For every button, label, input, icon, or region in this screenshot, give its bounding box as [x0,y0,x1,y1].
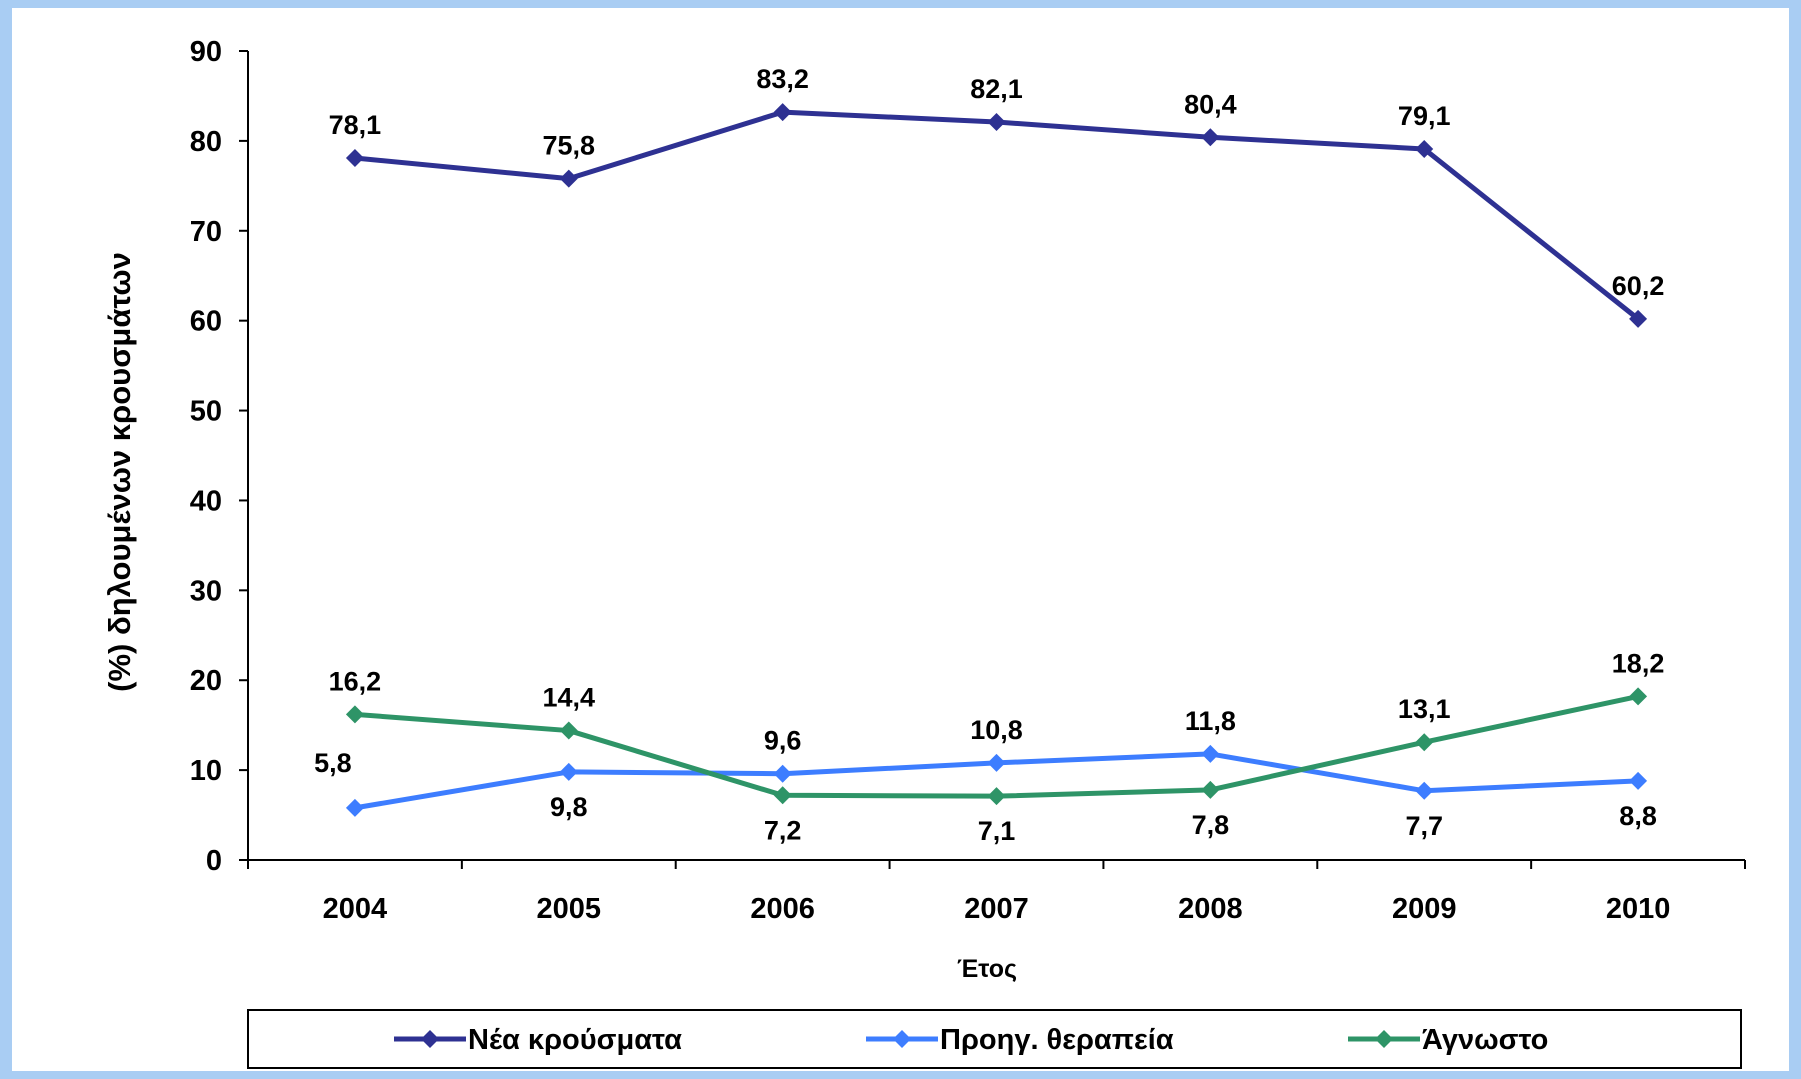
data-label: 9,8 [550,792,588,822]
data-point [1629,309,1648,328]
y-tick-label: 80 [190,126,222,158]
y-tick-label: 40 [190,485,222,517]
data-point [559,762,578,781]
data-point [1415,781,1434,800]
data-point [773,764,792,783]
series-1 [345,103,1648,328]
legend-marker [1375,1030,1393,1048]
data-label: 7,2 [764,815,802,845]
data-label: 18,2 [1612,648,1665,678]
data-label: 80,4 [1184,89,1237,119]
y-tick-label: 70 [190,216,222,248]
data-point [987,787,1006,806]
legend-item-1: Νέα κρούσματα [394,1024,682,1056]
data-point [1201,128,1220,147]
x-tick-label: 2010 [1606,893,1671,925]
data-point [345,798,364,817]
data-label: 82,1 [970,74,1023,104]
data-label: 11,8 [1185,706,1236,736]
data-labels: 78,1 75,8 83,2 82,1 80,4 79,1 60,2 5,8 9,8 9,6 10,… [314,64,1664,846]
legend-marker [421,1030,439,1048]
x-axis-title: Έτος [957,955,1017,983]
data-point [987,753,1006,772]
data-label: 16,2 [329,666,382,696]
x-tick-label: 2004 [323,893,388,925]
data-point [1415,139,1434,158]
x-tick-label: 2007 [964,893,1029,925]
x-tick-label: 2009 [1392,893,1457,925]
y-tick-label: 60 [190,306,222,338]
y-tick-labels: 0 10 20 30 40 50 60 70 80 90 [190,36,222,877]
data-point [1415,733,1434,752]
y-tick-label: 90 [190,36,222,68]
chart-frame: 0 10 20 30 40 50 60 70 80 90 2004 2005 2006 2007 2008… [12,8,1789,1071]
data-label: 13,1 [1398,694,1451,724]
x-tick-label: 2006 [750,893,815,925]
x-tick-labels: 2004 2005 2006 2007 2008 2009 2010 [323,893,1671,925]
line-chart: 0 10 20 30 40 50 60 70 80 90 2004 2005 2006 2007 2008… [102,36,1746,1069]
legend: Νέα κρούσματα Προηγ. θεραπεία Άγνωστο [247,1009,1742,1069]
data-point [1629,687,1648,706]
data-point [345,148,364,167]
data-label: 78,1 [329,110,382,140]
legend-label: Νέα κρούσματα [468,1024,682,1056]
legend-item-3: Άγνωστο [1348,1024,1548,1056]
data-label: 10,8 [970,715,1023,745]
data-label: 9,6 [764,726,802,756]
data-point [987,113,1006,132]
series-group [345,103,1648,817]
legend-item-2: Προηγ. θεραπεία [866,1024,1174,1056]
y-tick-label: 20 [190,665,222,697]
x-tick-label: 2005 [537,893,602,925]
data-label: 83,2 [756,64,809,94]
series-3 [345,687,1648,806]
data-point [773,786,792,805]
data-label: 14,4 [543,683,596,713]
data-label: 7,8 [1192,810,1230,840]
data-point [1201,780,1220,799]
data-label: 7,1 [978,816,1016,846]
series-2 [345,744,1648,817]
data-point [1201,744,1220,763]
data-point [559,169,578,188]
data-point [559,721,578,740]
data-label: 60,2 [1612,271,1665,301]
legend-label: Προηγ. θεραπεία [940,1024,1174,1056]
y-axis-title: (%) δηλουμένων κρουσμάτων [102,252,137,692]
data-point [1629,771,1648,790]
legend-marker [893,1030,911,1048]
data-label: 5,8 [314,748,352,778]
y-tick-label: 30 [190,575,222,607]
data-label: 8,8 [1619,801,1657,831]
data-point [773,103,792,122]
data-label: 79,1 [1398,101,1451,131]
data-point [345,705,364,724]
legend-label: Άγνωστο [1422,1024,1548,1056]
y-tick-label: 10 [190,755,222,787]
y-tick-label: 50 [190,396,222,428]
data-label: 7,7 [1405,811,1443,841]
axes [239,50,1746,869]
legend-box [247,1009,1742,1069]
x-tick-label: 2008 [1178,893,1243,925]
y-tick-label: 0 [206,845,222,877]
data-label: 75,8 [543,131,596,161]
